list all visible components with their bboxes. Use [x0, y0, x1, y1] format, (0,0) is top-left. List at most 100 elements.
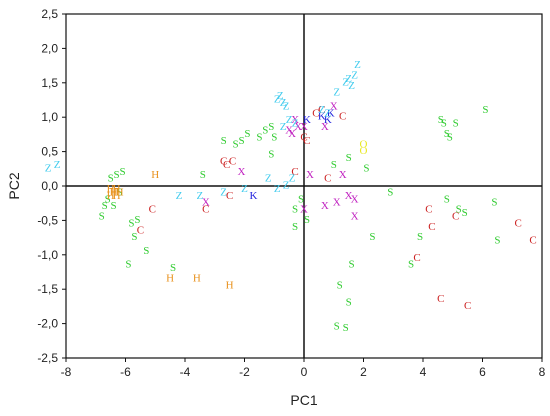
data-point-s: S	[343, 322, 349, 334]
data-point-z: Z	[280, 121, 287, 133]
data-point-s: S	[128, 217, 134, 229]
data-point-x: X	[291, 114, 299, 126]
data-point-z: Z	[283, 100, 290, 112]
data-point-s: S	[102, 200, 108, 212]
y-tick-label: 2,0	[41, 41, 58, 55]
data-point-c: C	[229, 155, 236, 167]
data-point-c: C	[339, 111, 346, 123]
data-point-c: C	[223, 159, 230, 171]
y-tick-label: 1,0	[41, 110, 58, 124]
data-point-s: S	[491, 197, 497, 209]
data-point-s: S	[116, 186, 122, 198]
data-point-s: S	[304, 214, 310, 226]
data-point-z: Z	[283, 180, 290, 192]
data-point-h: H	[193, 272, 201, 284]
data-point-c: C	[300, 131, 307, 143]
data-point-z: Z	[176, 190, 183, 202]
y-tick-label: -0,5	[37, 213, 58, 227]
data-point-s: S	[482, 104, 488, 116]
data-point-x: X	[339, 169, 347, 181]
data-point-s: S	[256, 131, 262, 143]
data-point-z: Z	[351, 69, 358, 81]
data-point-s: S	[441, 118, 447, 130]
data-point-s: S	[292, 204, 298, 216]
data-point-x: X	[202, 197, 210, 209]
data-point-z: Z	[292, 118, 299, 130]
data-point-h: H	[151, 169, 159, 181]
data-point-x: X	[345, 190, 353, 202]
data-point-s: S	[114, 169, 120, 181]
data-point-s: S	[170, 262, 176, 274]
data-point-x: X	[300, 121, 308, 133]
data-point-o: O	[360, 145, 368, 157]
x-tick-label: 8	[539, 365, 546, 379]
x-tick-label: 4	[420, 365, 427, 379]
data-point-x: X	[238, 166, 246, 178]
data-point-h: H	[113, 190, 121, 202]
y-axis-title: PC2	[6, 172, 22, 199]
data-point-z: Z	[280, 97, 287, 109]
data-point-s: S	[387, 186, 393, 198]
data-point-s: S	[369, 231, 375, 243]
data-point-z: Z	[45, 162, 52, 174]
data-point-s: S	[244, 128, 250, 140]
data-point-z: Z	[241, 183, 248, 195]
data-point-z: Z	[289, 173, 296, 185]
data-point-s: S	[134, 214, 140, 226]
data-point-s: S	[111, 200, 117, 212]
data-point-s: S	[105, 193, 111, 205]
data-point-s: S	[108, 173, 114, 185]
data-point-c: C	[318, 104, 325, 116]
data-point-c: C	[515, 217, 522, 229]
data-point-c: C	[220, 155, 227, 167]
data-point-s: S	[331, 159, 337, 171]
data-point-z: Z	[354, 59, 361, 71]
x-tick-label: 6	[479, 365, 486, 379]
data-point-x: X	[294, 121, 302, 133]
data-point-c: C	[425, 204, 432, 216]
data-point-z: Z	[286, 114, 293, 126]
data-point-c: C	[437, 293, 444, 305]
data-point-c: C	[324, 173, 331, 185]
y-tick-label: 0,0	[41, 179, 58, 193]
data-point-c: C	[464, 300, 471, 312]
data-point-s: S	[453, 118, 459, 130]
data-point-z: Z	[274, 183, 281, 195]
data-point-x: X	[300, 204, 308, 216]
data-point-z: Z	[324, 107, 331, 119]
data-point-x: X	[321, 121, 329, 133]
data-point-s: S	[408, 259, 414, 271]
data-point-s: S	[346, 296, 352, 308]
data-point-h: H	[107, 190, 115, 202]
x-tick-label: -2	[239, 365, 250, 379]
y-tick-label: -1,0	[37, 248, 58, 262]
data-point-z: Z	[197, 190, 204, 202]
y-tick-label: -2,5	[37, 351, 58, 365]
data-point-s: S	[221, 135, 227, 147]
data-point-z: Z	[345, 73, 352, 85]
data-point-h: H	[113, 183, 121, 195]
y-tick-label: 2,5	[41, 7, 58, 21]
data-point-s: S	[462, 207, 468, 219]
data-point-z: Z	[54, 159, 61, 171]
data-point-x: X	[321, 200, 329, 212]
x-tick-label: -4	[180, 365, 191, 379]
data-point-s: S	[99, 210, 105, 222]
x-tick-label: -6	[120, 365, 131, 379]
data-point-s: S	[238, 135, 244, 147]
x-tick-label: 2	[360, 365, 367, 379]
data-point-s: S	[268, 121, 274, 133]
x-tick-label: 0	[301, 365, 308, 379]
data-point-c: C	[452, 210, 459, 222]
data-point-s: S	[292, 221, 298, 233]
data-point-c: C	[413, 252, 420, 264]
data-point-k: K	[324, 114, 332, 126]
data-point-c: C	[202, 204, 209, 216]
data-point-z: Z	[342, 76, 349, 88]
data-point-s: S	[271, 131, 277, 143]
data-point-h: H	[107, 183, 115, 195]
data-point-s: S	[125, 259, 131, 271]
data-point-c: C	[428, 221, 435, 233]
